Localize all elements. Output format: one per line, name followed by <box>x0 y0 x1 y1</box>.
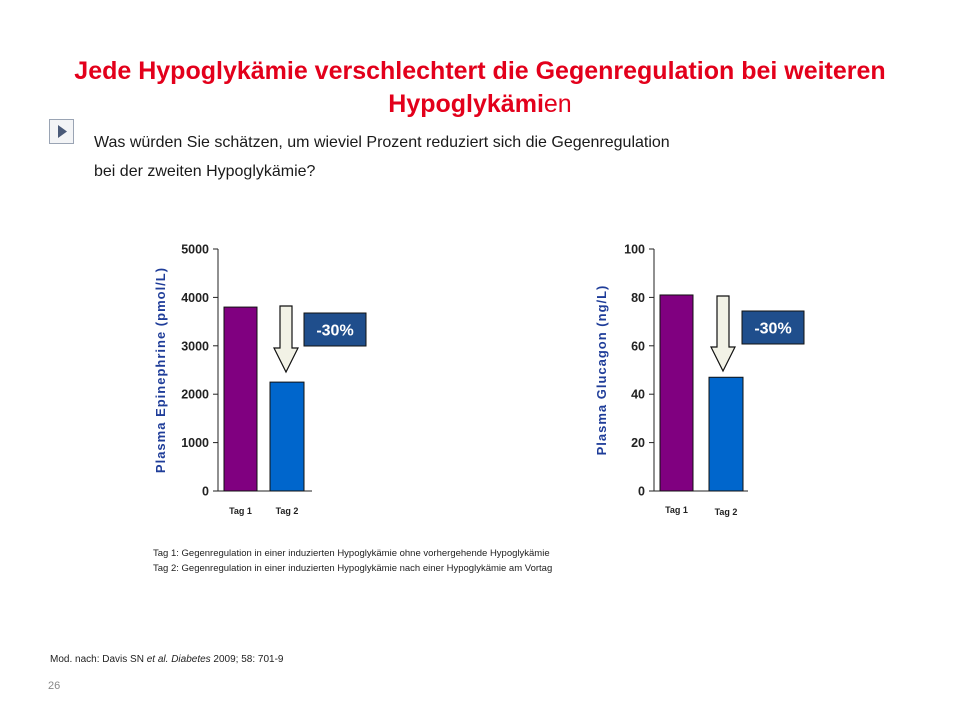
epi-bar-2 <box>269 381 305 492</box>
glu-down-arrow-icon <box>710 295 736 373</box>
glu-tick-label: 0 <box>638 485 645 499</box>
epi-tick-label: 3000 <box>181 339 209 353</box>
source-prefix: Mod. nach: Davis SN <box>50 654 147 665</box>
slide-title: Jede Hypoglykämie verschlechtert die Geg… <box>40 55 920 121</box>
glu-category-label: Tag 1 <box>665 505 688 515</box>
question-line-1: Was würden Sie schätzen, um wieviel Proz… <box>94 134 670 151</box>
glu-reduction-label: -30% <box>754 321 791 338</box>
epi-bar-1 <box>223 306 258 492</box>
legend-tag1: Tag 1: Gegenregulation in einer induzier… <box>153 548 550 559</box>
slide-title-bold: Jede Hypoglykämie verschlechtert die Geg… <box>74 57 886 118</box>
epi-reduction-badge <box>303 312 367 347</box>
source-journal: Diabetes <box>171 654 211 665</box>
glu-tick-label: 40 <box>631 388 645 402</box>
epi-tick-label: 1000 <box>181 436 209 450</box>
epi-category-label: Tag 1 <box>229 506 252 516</box>
glu-tick-label: 80 <box>631 291 645 305</box>
glu-tick-label: 60 <box>631 339 645 353</box>
source-citation: Mod. nach: Davis SN et al. Diabetes 2009… <box>50 654 284 665</box>
epi-tick-label: 0 <box>202 485 209 499</box>
glu-bar-2 <box>708 376 744 492</box>
epi-category-label: Tag 2 <box>276 506 299 516</box>
epi-tick-label: 4000 <box>181 291 209 305</box>
play-triangle-icon <box>58 125 67 138</box>
bullet-play-icon <box>49 119 74 144</box>
slide-title-normal: en <box>543 90 572 118</box>
glu-reduction-badge <box>741 310 805 345</box>
epi-tick-label: 2000 <box>181 388 209 402</box>
glu-y-axis-label: Plasma Glucagon (ng/L) <box>594 285 609 456</box>
epi-down-arrow-icon <box>273 305 299 374</box>
legend-tag2: Tag 2: Gegenregulation in einer induzier… <box>153 563 553 574</box>
epi-tick-label: 5000 <box>181 243 209 257</box>
glu-category-label: Tag 2 <box>715 507 738 517</box>
source-suffix: 2009; 58: 701-9 <box>210 654 284 665</box>
glu-tick-label: 20 <box>631 436 645 450</box>
epi-reduction-label: -30% <box>316 323 353 340</box>
glu-bar-1 <box>659 294 694 492</box>
question-text: Was würden Sie schätzen, um wieviel Proz… <box>94 128 854 186</box>
glu-tick-label: 100 <box>624 243 645 257</box>
page-number: 26 <box>48 680 61 692</box>
question-line-2: bei der zweiten Hypoglykämie? <box>94 163 316 180</box>
legend: Tag 1: Gegenregulation in einer induzier… <box>153 546 552 576</box>
source-etal: et al. <box>146 654 169 665</box>
epi-y-axis-label: Plasma Epinephrine (pmol/L) <box>153 267 168 473</box>
